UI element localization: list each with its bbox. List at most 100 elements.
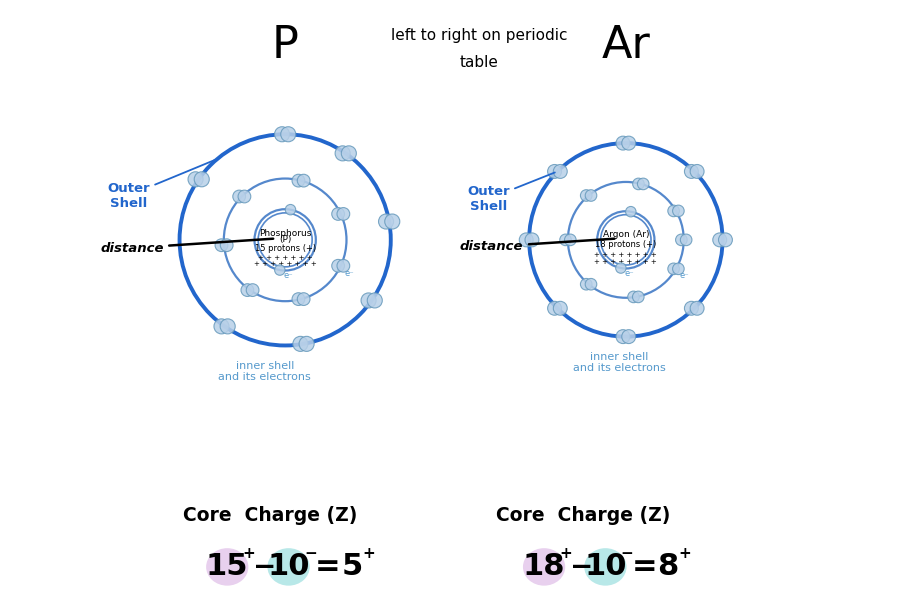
- Circle shape: [580, 278, 592, 290]
- Circle shape: [379, 214, 394, 229]
- Text: Outer
Shell: Outer Shell: [107, 160, 215, 209]
- Circle shape: [632, 178, 644, 190]
- Text: Ar: Ar: [601, 24, 650, 67]
- Circle shape: [668, 205, 680, 217]
- Circle shape: [672, 263, 684, 275]
- Ellipse shape: [523, 548, 565, 586]
- Circle shape: [332, 259, 344, 272]
- Circle shape: [691, 164, 704, 179]
- Text: 10: 10: [267, 553, 310, 582]
- Circle shape: [548, 164, 561, 179]
- Text: +: +: [362, 546, 374, 561]
- Text: 15 protons (+): 15 protons (+): [254, 244, 316, 253]
- Circle shape: [361, 293, 376, 308]
- Circle shape: [384, 214, 400, 229]
- Circle shape: [684, 301, 699, 315]
- Text: + + + + + + +: + + + + + + +: [258, 254, 312, 261]
- Circle shape: [238, 190, 251, 203]
- Circle shape: [233, 190, 246, 203]
- Circle shape: [337, 208, 350, 221]
- Circle shape: [281, 127, 296, 142]
- Text: +: +: [559, 546, 572, 561]
- Text: + + + + + + + +: + + + + + + + +: [595, 252, 657, 258]
- Circle shape: [632, 291, 644, 302]
- Circle shape: [367, 293, 383, 308]
- Text: distance: distance: [100, 238, 273, 254]
- Text: =: =: [632, 553, 658, 582]
- Text: 5: 5: [342, 553, 363, 582]
- Circle shape: [519, 233, 533, 247]
- Circle shape: [246, 284, 259, 296]
- Circle shape: [585, 190, 597, 201]
- Circle shape: [285, 205, 296, 215]
- Circle shape: [616, 263, 626, 274]
- Circle shape: [274, 127, 290, 142]
- Circle shape: [691, 301, 704, 315]
- Circle shape: [297, 293, 310, 306]
- Circle shape: [332, 208, 344, 221]
- Text: table: table: [460, 55, 499, 70]
- Text: + + + + + + + +: + + + + + + + +: [254, 261, 316, 267]
- Circle shape: [672, 205, 684, 217]
- Circle shape: [684, 164, 699, 179]
- Circle shape: [337, 259, 350, 272]
- Circle shape: [335, 146, 350, 161]
- Circle shape: [292, 336, 308, 351]
- Circle shape: [638, 178, 649, 190]
- Ellipse shape: [268, 548, 310, 586]
- Circle shape: [188, 172, 203, 187]
- Text: +: +: [242, 546, 255, 561]
- Circle shape: [565, 234, 576, 246]
- Circle shape: [559, 234, 571, 246]
- Circle shape: [580, 190, 592, 201]
- Text: −: −: [570, 553, 593, 581]
- Circle shape: [292, 293, 305, 306]
- Circle shape: [241, 284, 254, 296]
- Circle shape: [621, 330, 636, 344]
- Text: e⁻: e⁻: [680, 272, 689, 280]
- Text: Core  Charge (Z): Core Charge (Z): [183, 506, 357, 525]
- Circle shape: [712, 233, 727, 247]
- Circle shape: [626, 206, 636, 217]
- Circle shape: [668, 263, 680, 275]
- Text: P: P: [271, 24, 299, 67]
- Circle shape: [292, 174, 305, 187]
- Circle shape: [299, 336, 314, 351]
- Text: +: +: [678, 546, 691, 561]
- Text: 18: 18: [523, 553, 566, 582]
- Circle shape: [258, 213, 312, 267]
- Text: =: =: [314, 553, 340, 582]
- Circle shape: [628, 291, 640, 302]
- Text: e⁻: e⁻: [624, 269, 634, 278]
- Text: 8: 8: [658, 553, 679, 582]
- Text: Outer
Shell: Outer Shell: [467, 172, 555, 213]
- Circle shape: [220, 319, 235, 334]
- Circle shape: [548, 301, 561, 315]
- Text: distance: distance: [460, 238, 615, 253]
- Circle shape: [220, 239, 233, 251]
- Circle shape: [215, 239, 228, 251]
- Text: (P): (P): [279, 235, 292, 245]
- Circle shape: [681, 234, 692, 246]
- Circle shape: [676, 234, 687, 246]
- Text: inner shell
and its electrons: inner shell and its electrons: [219, 360, 311, 382]
- Text: 18 protons (+): 18 protons (+): [595, 240, 657, 249]
- Circle shape: [553, 301, 568, 315]
- Text: −: −: [304, 546, 317, 561]
- Circle shape: [214, 319, 229, 334]
- Text: + + + + + + + +: + + + + + + + +: [595, 259, 657, 265]
- Circle shape: [585, 278, 597, 290]
- Circle shape: [553, 164, 568, 179]
- Circle shape: [600, 215, 651, 265]
- Text: 15: 15: [206, 553, 249, 582]
- Text: left to right on periodic: left to right on periodic: [391, 28, 568, 43]
- Circle shape: [525, 233, 539, 247]
- Circle shape: [194, 172, 210, 187]
- Circle shape: [616, 330, 630, 344]
- Circle shape: [621, 136, 636, 150]
- Text: −: −: [253, 553, 276, 581]
- Ellipse shape: [584, 548, 627, 586]
- Text: e⁻: e⁻: [344, 269, 353, 278]
- Text: Core  Charge (Z): Core Charge (Z): [496, 506, 670, 525]
- Text: inner shell
and its electrons: inner shell and its electrons: [573, 352, 665, 373]
